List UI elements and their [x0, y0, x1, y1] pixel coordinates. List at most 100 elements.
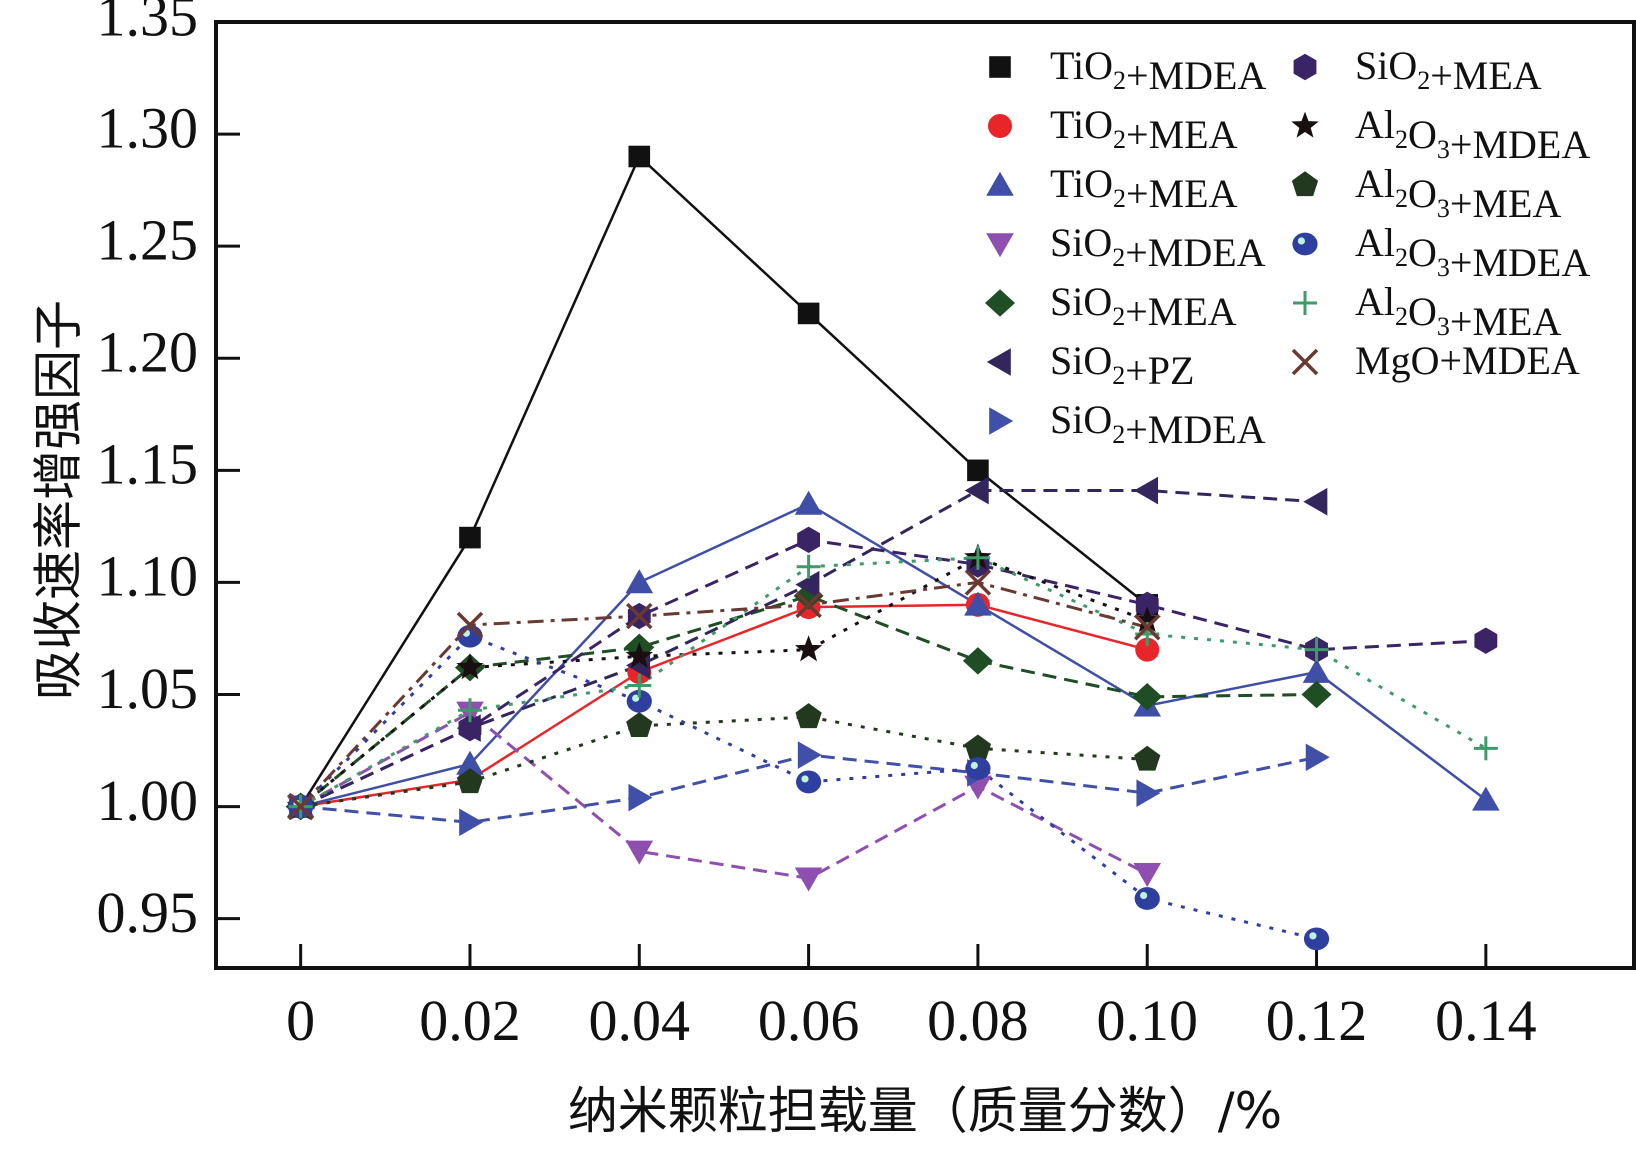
data-point-2-3: [794, 490, 823, 515]
triangle-left-marker-icon: [986, 348, 1011, 376]
y-tick-label: 1.30: [97, 95, 199, 160]
plot-frame: [214, 20, 1636, 970]
data-point-2-6: [1302, 658, 1331, 683]
legend-item: SiO2+MEA: [1293, 43, 1542, 98]
data-point-10-3: [795, 770, 822, 794]
data-point-10-4: [965, 757, 991, 780]
triangle-up-marker-icon: [986, 171, 1014, 196]
x-tick-label: 0.08: [927, 988, 1029, 1053]
legend-label: SiO2+MEA: [1050, 279, 1237, 334]
legend-label: Al2O3+MDEA: [1355, 102, 1590, 167]
data-point-6-5: [1136, 779, 1161, 807]
series-line-8: [299, 556, 1148, 808]
series-line-11: [299, 556, 1487, 808]
data-point-9-1: [456, 768, 484, 794]
x-tick-label: 0.04: [589, 988, 691, 1053]
data-point-3-3: [794, 867, 823, 892]
data-point-2-7: [1472, 786, 1500, 811]
data-point-10-5: [1134, 887, 1160, 910]
series-line-3: [299, 710, 1148, 880]
plus-marker-icon: [1293, 291, 1317, 315]
legend-item: TiO2+MEA: [986, 161, 1238, 216]
legend-item: SiO2+PZ: [986, 338, 1195, 393]
pentagon-marker-icon: [1291, 171, 1319, 197]
data-point-5-3: [795, 570, 820, 599]
legend-item: Al2O3+MEA: [1291, 161, 1561, 226]
data-point-0-3: [797, 302, 820, 325]
data-point-6-1: [459, 808, 484, 837]
legend-item: Al2O3+MDEA: [1292, 220, 1590, 285]
data-point-7-3: [797, 526, 821, 554]
hexagon-marker-icon: [1293, 53, 1317, 81]
series-markers: [285, 145, 1500, 951]
data-point-9-3: [795, 703, 822, 729]
data-point-12-5: [1133, 614, 1161, 641]
legend-label: TiO2+MEA: [1050, 161, 1238, 216]
x-marker-icon: [1291, 348, 1319, 376]
data-point-5-5: [1134, 476, 1159, 505]
legend-item: MgO+MDEA: [1291, 338, 1580, 383]
data-point-5-4: [964, 476, 989, 505]
data-point-2-2: [625, 569, 654, 594]
triangle-right-marker-icon: [989, 407, 1014, 435]
x-tick-label: 0.14: [1435, 988, 1537, 1053]
data-point-8-1: [456, 653, 484, 680]
data-point-3-5: [1133, 863, 1162, 888]
y-axis: 0.95 1.00 1.05 1.10 1.15 1.20 1.25 1.30 1.35: [97, 0, 240, 945]
legend-label: MgO+MDEA: [1355, 338, 1580, 383]
legend-item: SiO2+MDEA: [989, 397, 1266, 452]
data-point-7-5: [1135, 591, 1159, 619]
data-point-2-4: [964, 591, 992, 616]
y-tick-label: 1.15: [97, 432, 199, 497]
y-tick-label: 1.35: [97, 0, 199, 48]
diamond-marker-icon: [985, 289, 1015, 317]
y-tick-label: 1.00: [97, 768, 199, 833]
data-point-4-4: [962, 647, 993, 675]
legend-label: Al2O3+MDEA: [1355, 220, 1590, 285]
x-tick-label: 0.12: [1266, 988, 1368, 1053]
x-tick-label: 0.02: [419, 988, 521, 1053]
data-point-12-1: [456, 611, 484, 639]
legend-label: SiO2+MDEA: [1050, 397, 1266, 452]
data-point-11-1: [457, 698, 482, 723]
legend-label: TiO2+MDEA: [1050, 43, 1266, 98]
legend-item: Al2O3+MDEA: [1291, 102, 1590, 167]
legend-item: Al2O3+MEA: [1293, 279, 1561, 344]
circle-marker-icon: [988, 114, 1012, 138]
data-point-7-7: [1474, 627, 1498, 654]
data-point-7-1: [458, 714, 482, 742]
data-point-3-2: [625, 840, 654, 865]
data-point-11-4: [965, 545, 990, 570]
data-point-11-3: [796, 554, 821, 579]
data-point-12-4: [964, 569, 992, 596]
data-point-6-2: [628, 783, 653, 812]
data-point-12-2: [626, 602, 653, 630]
x-axis: 0 0.02 0.04 0.06 0.08 0.10 0.12 0.14: [286, 944, 1537, 1053]
x-axis-title: 纳米颗粒担载量（质量分数）/%: [568, 1082, 1282, 1140]
data-point-12-3: [795, 591, 822, 619]
x-tick-label: 0.06: [758, 988, 860, 1053]
data-point-8-5: [1133, 606, 1161, 633]
legend-label: SiO2+MEA: [1355, 43, 1542, 98]
triangle-down-marker-icon: [986, 233, 1014, 258]
data-point-0-1: [459, 526, 481, 549]
legend-label: SiO2+MDEA: [1050, 220, 1266, 275]
legend-label: TiO2+MEA: [1050, 102, 1238, 157]
data-point-2-1: [456, 750, 484, 775]
legend-label: SiO2+PZ: [1050, 338, 1195, 393]
legend: TiO2+MDEATiO2+MEATiO2+MEASiO2+MDEASiO2+M…: [985, 43, 1590, 452]
series-line-1: [300, 603, 1148, 808]
data-point-8-2: [625, 642, 653, 669]
data-point-10-6: [1303, 927, 1330, 951]
data-point-5-6: [1303, 487, 1328, 516]
y-axis-title: 吸收速率增强因子: [30, 300, 88, 700]
x-tick-label: 0.10: [1096, 988, 1198, 1053]
data-point-12-0: [287, 793, 314, 820]
data-point-10-2: [626, 689, 652, 713]
legend-label: Al2O3+MEA: [1355, 279, 1561, 344]
data-point-6-3: [797, 741, 822, 769]
data-point-1-5: [1135, 637, 1160, 662]
square-marker-icon: [989, 56, 1011, 78]
data-point-11-7: [1473, 736, 1498, 761]
